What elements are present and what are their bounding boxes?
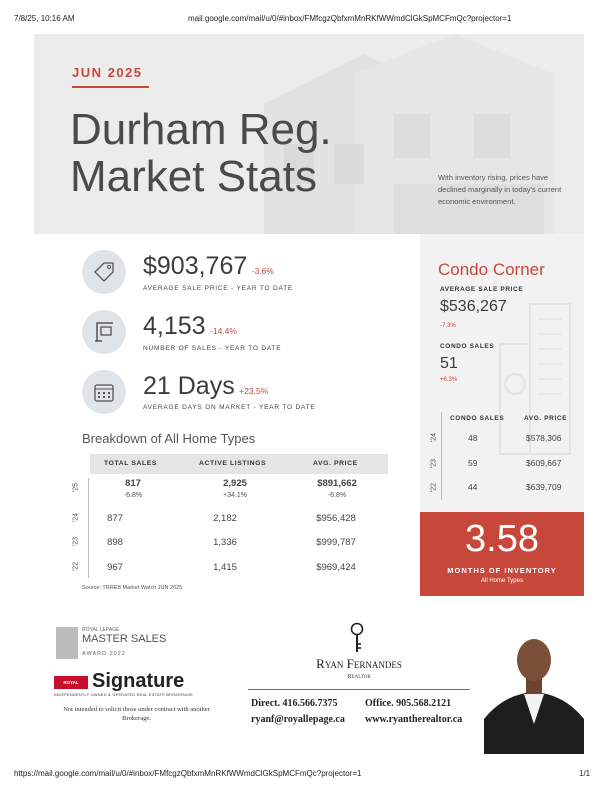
cell-listings-chg-2025: +34.1%: [223, 492, 247, 499]
avg-sale-price-label: AVERAGE SALE PRICE - YEAR TO DATE: [143, 285, 294, 292]
award-title: MASTER SALES: [82, 633, 167, 645]
year-divider: [88, 478, 89, 578]
avg-sale-price-value: $903,767: [143, 252, 248, 280]
agent-photo: [484, 624, 584, 754]
print-header-url: mail.google.com/mail/u/0/#inbox/FMfcgzQb…: [188, 14, 512, 23]
condo-year-divider: [441, 412, 442, 500]
agent-key-logo: [350, 622, 364, 654]
inventory-sub: All Home Types: [481, 578, 523, 584]
sold-sign-icon: [82, 310, 126, 354]
th-active-listings: ACTIVE LISTINGS: [199, 460, 267, 467]
breakdown-title: Breakdown of All Home Types: [82, 431, 256, 446]
cell-price-2025: $891,662: [317, 478, 357, 489]
days-on-market-block: 21 Days +23.5%: [143, 372, 268, 401]
condo-sales-label: CONDO SALES: [440, 343, 495, 350]
contact-rule: [248, 689, 470, 690]
brokerage-line: INDEPENDENTLY OWNED & OPERATED REAL ESTA…: [54, 693, 194, 697]
print-footer-url: https://mail.google.com/mail/u/0/#inbox/…: [14, 769, 362, 778]
condo-sales-change: +6.3%: [440, 377, 458, 383]
num-sales-value: 4,153: [143, 312, 206, 340]
award-badge-icon: [56, 627, 78, 659]
inventory-value: 3.58: [465, 518, 539, 560]
condo-year-2023: '23: [430, 458, 438, 469]
condo-price-2024: $578,306: [526, 433, 562, 443]
row-year-2025: '25: [72, 482, 80, 493]
th-total-sales: TOTAL SALES: [104, 460, 158, 467]
print-timestamp: 7/8/25, 10:16 AM: [14, 14, 75, 23]
condo-year-2022: '22: [430, 482, 438, 493]
calendar-icon: [82, 370, 126, 414]
award-year: AWARD 2022: [82, 651, 126, 657]
condo-sales-2023: 59: [468, 458, 478, 468]
agent-direct-phone: Direct. 416.566.7375: [251, 698, 338, 709]
cell-sales-2025: 817: [125, 478, 141, 489]
cell-sales-2022: 967: [107, 562, 123, 573]
condo-price-2022: $639,709: [526, 482, 562, 492]
condo-sales-2024: 48: [468, 433, 478, 443]
condo-avg-label: AVERAGE SALE PRICE: [440, 286, 524, 293]
th-avg-price: AVG. PRICE: [313, 460, 358, 467]
agent-name: Ryan Fernandes: [316, 656, 402, 671]
condo-sales-value: 51: [440, 355, 458, 372]
days-on-market-change: +23.5%: [239, 386, 269, 396]
avg-sale-price-change: -3.6%: [251, 266, 274, 276]
title-line-1: Durham Reg.: [70, 105, 332, 154]
num-sales-change: -14.4%: [210, 326, 237, 336]
title-line-2: Market Stats: [70, 152, 317, 201]
month-underline: [72, 86, 149, 88]
hero-tagline: With inventory rising, prices have decli…: [438, 173, 562, 206]
price-tag-icon: [82, 250, 126, 294]
condo-price-2023: $609,667: [526, 458, 562, 468]
condo-sales-2022: 44: [468, 482, 478, 492]
condo-title: Condo Corner: [438, 260, 545, 279]
report-month: JUN 2025: [72, 65, 143, 80]
cell-price-chg-2025: -6.8%: [327, 492, 347, 499]
inventory-panel: [420, 512, 584, 596]
condo-year-2024: '24: [430, 432, 438, 443]
avg-sale-price-block: $903,767 -3.6%: [143, 252, 274, 281]
days-on-market-label: AVERAGE DAYS ON MARKET - YEAR TO DATE: [143, 404, 316, 411]
cell-sales-2023: 898: [107, 537, 123, 548]
signature-wordmark: Signature: [92, 670, 185, 692]
cell-listings-2024: 2,182: [213, 513, 237, 524]
cell-listings-2022: 1,415: [213, 562, 237, 573]
condo-panel: [420, 234, 584, 512]
condo-building-image: [499, 303, 571, 455]
agent-office-phone: Office. 905.568.2121: [365, 698, 452, 709]
page-title: Durham Reg. Market Stats: [70, 106, 332, 200]
cell-sales-2024: 877: [107, 513, 123, 524]
cell-price-2022: $969,424: [316, 562, 356, 573]
royal-lepage-logo: ROYAL LePAGE: [54, 676, 88, 698]
breakdown-table-header: [90, 454, 388, 474]
num-sales-block: 4,153 -14.4%: [143, 312, 237, 341]
days-on-market-value: 21 Days: [143, 372, 235, 400]
agent-email: ryanf@royallepage.ca: [251, 714, 345, 725]
condo-th-sales: CONDO SALES: [450, 415, 505, 422]
inventory-label: MONTHS OF INVENTORY: [447, 566, 557, 575]
source-note: Source: TRREB Market Watch JUN 2025: [82, 585, 183, 591]
cell-sales-chg-2025: -6.8%: [123, 492, 143, 499]
cell-listings-2023: 1,336: [213, 537, 237, 548]
condo-avg-value: $536,267: [440, 298, 507, 315]
cell-price-2023: $999,787: [316, 537, 356, 548]
condo-avg-change: -7.3%: [440, 323, 456, 329]
hero-banner: [34, 34, 584, 234]
agent-title: Realtor: [347, 673, 371, 680]
house-background-image: [264, 34, 554, 234]
agent-website: www.ryantherealtor.ca: [365, 714, 463, 725]
award-brand: ROYAL LEPAGE: [82, 627, 120, 633]
condo-th-price: AVG. PRICE: [524, 415, 568, 422]
print-page-count: 1/1: [579, 769, 591, 778]
cell-listings-2025: 2,925: [223, 478, 247, 489]
cell-price-2024: $956,428: [316, 513, 356, 524]
num-sales-label: NUMBER OF SALES - YEAR TO DATE: [143, 345, 282, 352]
disclaimer: Not intended to solicit those under cont…: [63, 706, 210, 722]
